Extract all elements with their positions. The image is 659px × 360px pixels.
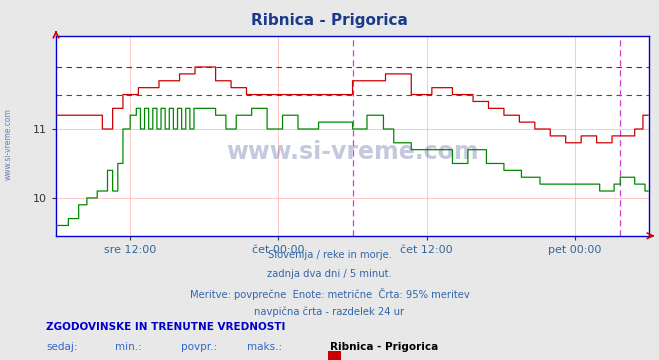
Text: www.si-vreme.com: www.si-vreme.com [4,108,13,180]
Text: min.:: min.: [115,342,142,352]
Text: sedaj:: sedaj: [46,342,78,352]
Text: Ribnica - Prigorica: Ribnica - Prigorica [251,13,408,28]
Text: zadnja dva dni / 5 minut.: zadnja dva dni / 5 minut. [267,269,392,279]
Text: ZGODOVINSKE IN TRENUTNE VREDNOSTI: ZGODOVINSKE IN TRENUTNE VREDNOSTI [46,322,285,332]
Text: www.si-vreme.com: www.si-vreme.com [226,140,479,164]
Text: povpr.:: povpr.: [181,342,217,352]
Text: navpična črta - razdelek 24 ur: navpična črta - razdelek 24 ur [254,306,405,317]
Text: Meritve: povprečne  Enote: metrične  Črta: 95% meritev: Meritve: povprečne Enote: metrične Črta:… [190,288,469,300]
Text: Ribnica - Prigorica: Ribnica - Prigorica [330,342,438,352]
Text: Slovenija / reke in morje.: Slovenija / reke in morje. [268,250,391,260]
Text: maks.:: maks.: [247,342,282,352]
